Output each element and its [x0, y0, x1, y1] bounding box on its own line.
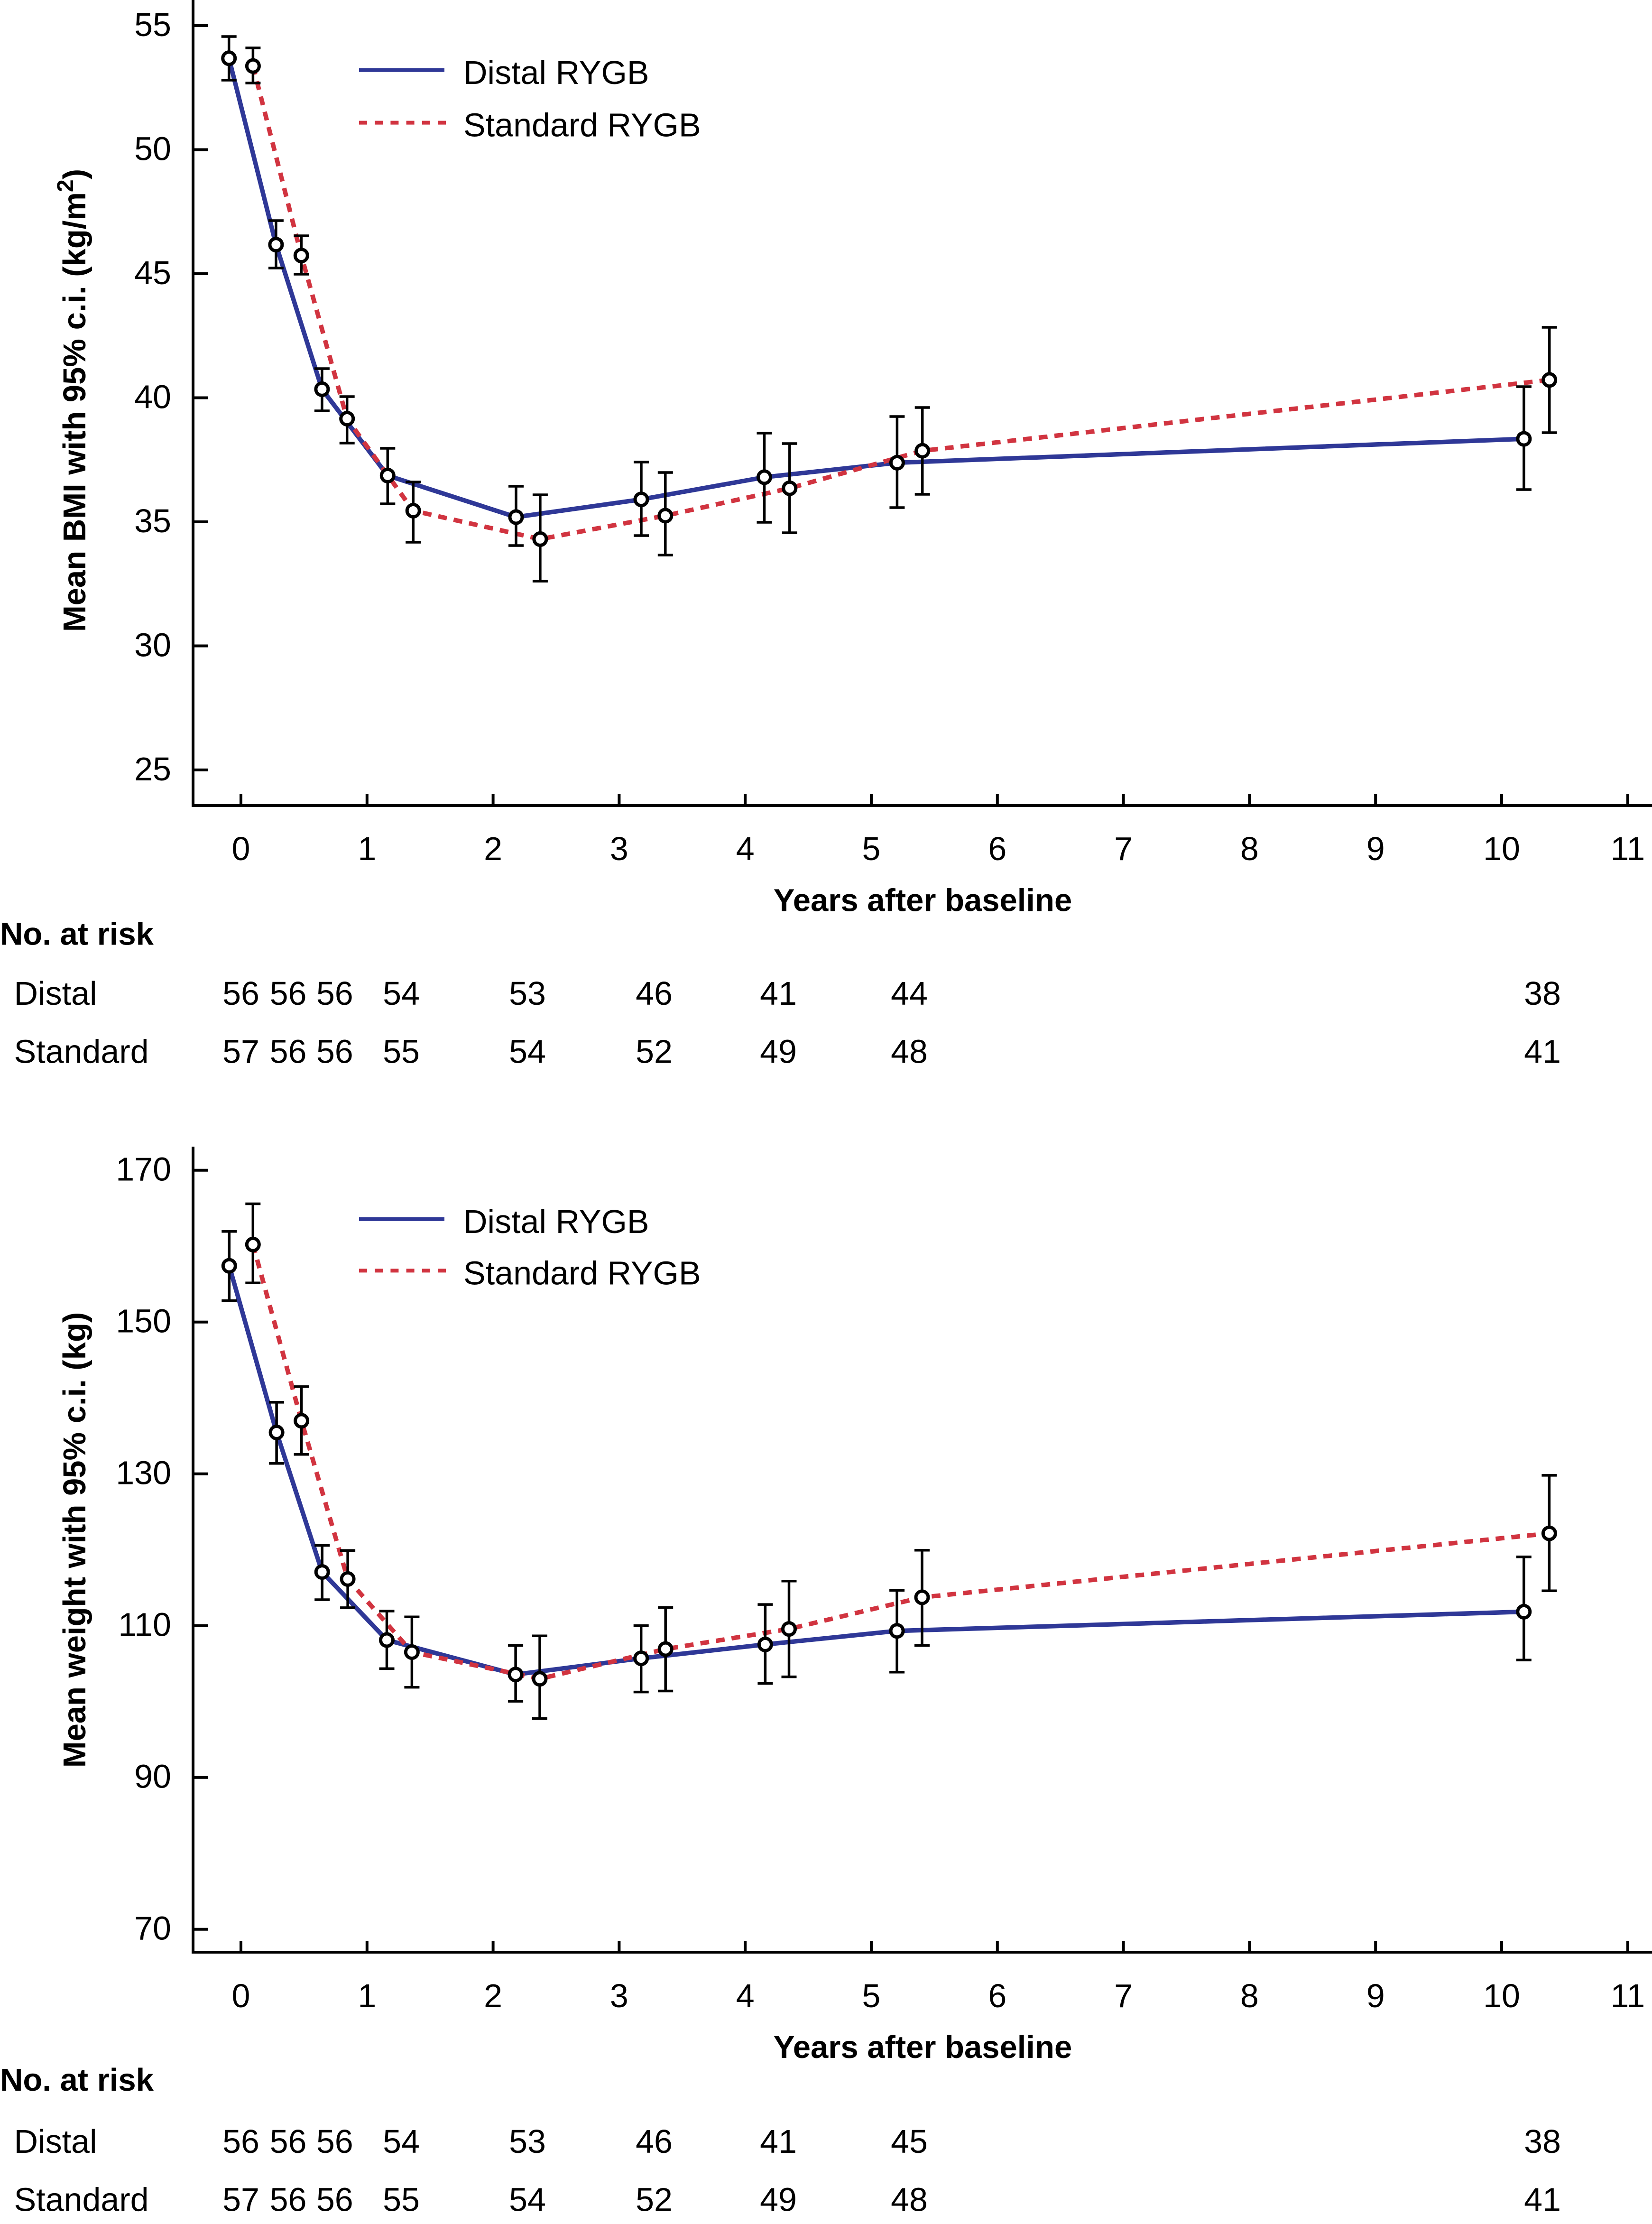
svg-text:6: 6 [988, 830, 1006, 867]
svg-text:46: 46 [636, 975, 673, 1012]
svg-text:46: 46 [636, 2123, 673, 2160]
svg-text:3: 3 [610, 830, 628, 867]
svg-text:56: 56 [316, 2123, 353, 2160]
svg-text:7: 7 [1114, 830, 1133, 867]
svg-text:130: 130 [116, 1455, 171, 1492]
svg-text:4: 4 [736, 1977, 755, 2014]
svg-text:6: 6 [988, 1977, 1006, 2014]
svg-text:10: 10 [1483, 1977, 1520, 2014]
svg-text:54: 54 [509, 1033, 546, 1070]
svg-text:25: 25 [134, 751, 171, 788]
svg-text:110: 110 [118, 1606, 171, 1643]
svg-text:55: 55 [383, 1033, 420, 1070]
svg-text:57: 57 [222, 2181, 259, 2218]
svg-text:70: 70 [134, 1910, 171, 1947]
svg-text:Distal: Distal [14, 2123, 97, 2160]
svg-text:Standard: Standard [14, 1033, 149, 1070]
svg-text:1: 1 [358, 830, 376, 867]
svg-text:56: 56 [316, 2181, 353, 2218]
svg-text:8: 8 [1240, 830, 1259, 867]
svg-text:Distal: Distal [14, 975, 97, 1012]
svg-text:56: 56 [222, 975, 259, 1012]
svg-text:35: 35 [134, 502, 171, 539]
svg-text:48: 48 [891, 1033, 928, 1070]
svg-text:45: 45 [134, 254, 171, 291]
svg-text:54: 54 [383, 2123, 420, 2160]
svg-text:Distal RYGB: Distal RYGB [463, 1203, 649, 1240]
svg-text:56: 56 [270, 2181, 307, 2218]
svg-text:40: 40 [134, 379, 171, 416]
svg-text:170: 170 [116, 1151, 171, 1188]
svg-text:48: 48 [891, 2181, 928, 2218]
svg-text:Years after baseline: Years after baseline [774, 883, 1072, 918]
svg-text:52: 52 [636, 2181, 673, 2218]
svg-text:56: 56 [270, 1033, 307, 1070]
svg-text:5: 5 [862, 1977, 881, 2014]
svg-text:49: 49 [760, 2181, 797, 2218]
svg-text:52: 52 [636, 1033, 673, 1070]
svg-text:9: 9 [1366, 830, 1385, 867]
svg-text:57: 57 [222, 1033, 259, 1070]
svg-text:56: 56 [316, 1033, 353, 1070]
svg-text:38: 38 [1524, 2123, 1561, 2160]
svg-text:11: 11 [1610, 830, 1645, 867]
svg-text:56: 56 [316, 975, 353, 1012]
svg-text:45: 45 [891, 2123, 928, 2160]
svg-text:2: 2 [484, 830, 502, 867]
svg-text:56: 56 [270, 975, 307, 1012]
svg-text:41: 41 [1524, 2181, 1561, 2218]
svg-text:49: 49 [760, 1033, 797, 1070]
svg-text:0: 0 [232, 1977, 250, 2014]
svg-text:54: 54 [509, 2181, 546, 2218]
svg-text:11: 11 [1610, 1977, 1645, 2014]
svg-text:8: 8 [1240, 1977, 1259, 2014]
svg-text:Standard RYGB: Standard RYGB [463, 107, 701, 144]
svg-text:30: 30 [134, 627, 171, 664]
svg-text:3: 3 [610, 1977, 628, 2014]
svg-text:Standard RYGB: Standard RYGB [463, 1254, 701, 1291]
svg-text:Standard: Standard [14, 2181, 149, 2218]
svg-text:41: 41 [760, 975, 797, 1012]
svg-text:55: 55 [383, 2181, 420, 2218]
svg-text:41: 41 [760, 2123, 797, 2160]
svg-text:10: 10 [1483, 830, 1520, 867]
svg-text:44: 44 [891, 975, 928, 1012]
svg-text:2: 2 [484, 1977, 502, 2014]
svg-text:53: 53 [509, 975, 546, 1012]
svg-text:50: 50 [134, 130, 171, 167]
svg-text:56: 56 [222, 2123, 259, 2160]
svg-text:90: 90 [134, 1758, 171, 1795]
svg-text:5: 5 [862, 830, 881, 867]
svg-text:Distal RYGB: Distal RYGB [463, 54, 649, 91]
svg-text:55: 55 [134, 6, 171, 43]
svg-text:0: 0 [232, 830, 250, 867]
svg-text:41: 41 [1524, 1033, 1561, 1070]
svg-text:54: 54 [383, 975, 420, 1012]
svg-text:56: 56 [270, 2123, 307, 2160]
svg-text:No. at risk: No. at risk [0, 917, 154, 952]
svg-text:Mean BMI with 95% c.i. (kg/m2): Mean BMI with 95% c.i. (kg/m2) [53, 169, 92, 632]
svg-text:Years after baseline: Years after baseline [774, 2029, 1072, 2065]
svg-text:38: 38 [1524, 975, 1561, 1012]
svg-text:7: 7 [1114, 1977, 1133, 2014]
svg-text:Mean weight with 95% c.i. (kg): Mean weight with 95% c.i. (kg) [57, 1312, 92, 1768]
svg-text:150: 150 [116, 1303, 171, 1340]
svg-text:1: 1 [358, 1977, 376, 2014]
svg-text:No. at risk: No. at risk [0, 2062, 154, 2098]
svg-text:9: 9 [1366, 1977, 1385, 2014]
svg-text:4: 4 [736, 830, 755, 867]
svg-text:53: 53 [509, 2123, 546, 2160]
